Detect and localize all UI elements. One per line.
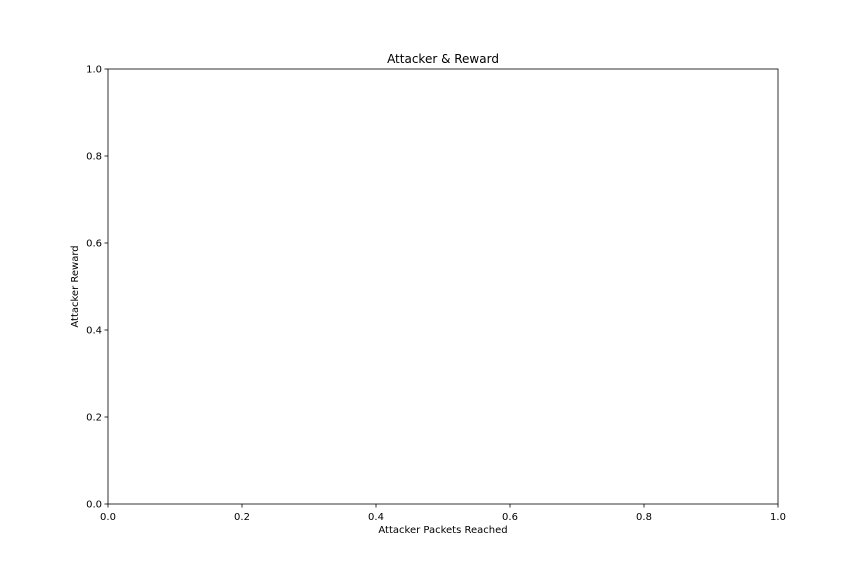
x-tick-label: 0.0 bbox=[100, 512, 116, 523]
x-tick-label: 0.2 bbox=[234, 512, 250, 523]
y-tick-label: 1.0 bbox=[86, 65, 102, 76]
y-tick-label: 0.6 bbox=[86, 239, 102, 250]
x-axis-label: Attacker Packets Reached bbox=[378, 525, 507, 536]
y-tick-label: 0.0 bbox=[86, 500, 102, 511]
plot-area bbox=[107, 68, 779, 505]
y-axis-label: Attacker Reward bbox=[70, 245, 81, 327]
x-tick-label: 0.6 bbox=[502, 512, 518, 523]
chart-title: Attacker & Reward bbox=[387, 52, 499, 66]
x-tick-label: 1.0 bbox=[770, 512, 786, 523]
y-tick-label: 0.2 bbox=[86, 413, 102, 424]
y-tick-label: 0.4 bbox=[86, 326, 102, 337]
y-axis: 0.0 0.2 0.4 0.6 0.8 1.0 bbox=[86, 65, 108, 511]
y-tick-label: 0.8 bbox=[86, 152, 102, 163]
x-axis: 0.0 0.2 0.4 0.6 0.8 1.0 bbox=[100, 504, 786, 523]
plot-frame bbox=[107, 68, 779, 505]
x-tick-label: 0.4 bbox=[368, 512, 384, 523]
x-tick-label: 0.8 bbox=[636, 512, 652, 523]
